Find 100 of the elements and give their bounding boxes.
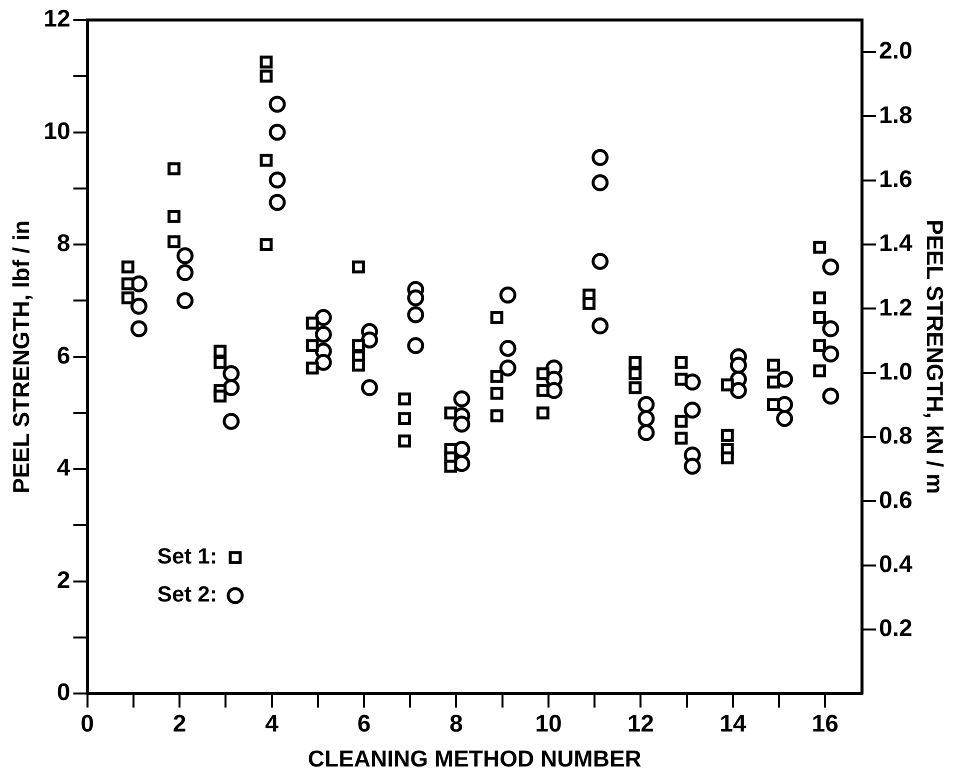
legend-label: Set 1: <box>157 544 218 569</box>
point <box>352 358 365 372</box>
point <box>730 382 747 399</box>
point <box>453 390 470 408</box>
point <box>684 458 701 475</box>
point <box>592 149 609 166</box>
y-tick-label: 4 <box>56 454 71 482</box>
point <box>444 406 458 420</box>
y2-tick-label: 0.4 <box>879 550 914 578</box>
point <box>222 365 240 382</box>
point <box>720 451 734 464</box>
point <box>121 260 134 274</box>
point <box>214 390 227 403</box>
point <box>176 247 194 264</box>
point <box>822 258 840 276</box>
point <box>306 362 319 374</box>
point <box>268 124 286 141</box>
x-axis-title: CLEANING METHOD NUMBER <box>308 746 642 772</box>
y2-tick-label: 0.8 <box>879 422 912 450</box>
point <box>536 367 550 380</box>
point <box>813 311 826 324</box>
point <box>822 320 840 338</box>
y2-axis-title: PEEL STRENGTH, kN / m <box>922 220 948 494</box>
point <box>260 238 273 251</box>
point <box>638 410 655 428</box>
y-tick-label: 2 <box>56 566 70 594</box>
x-tick-label: 10 <box>535 710 562 738</box>
point <box>628 367 642 380</box>
y2-tick-label: 0.2 <box>879 615 912 642</box>
point <box>407 289 424 306</box>
point <box>268 171 286 188</box>
y2-tick-label: 2.0 <box>879 38 912 65</box>
point <box>121 291 134 304</box>
point <box>628 381 642 394</box>
point <box>314 326 332 343</box>
y-tick-label: 6 <box>56 342 70 370</box>
y-tick-label: 8 <box>56 230 70 258</box>
x-tick-label: 16 <box>812 710 838 738</box>
point <box>674 432 688 445</box>
point <box>720 428 734 442</box>
y2-tick-label: 1.6 <box>879 166 912 194</box>
point <box>536 384 550 397</box>
point <box>214 344 227 358</box>
point <box>268 194 286 211</box>
y2-tick-label: 1.2 <box>879 294 912 322</box>
point <box>352 260 365 274</box>
point <box>361 331 378 348</box>
point <box>813 240 826 254</box>
y2-tick-label: 0.6 <box>879 486 912 514</box>
point <box>767 358 780 372</box>
point <box>168 210 180 223</box>
point <box>398 434 412 448</box>
point <box>306 316 319 330</box>
y-tick-label: 12 <box>44 6 70 33</box>
point <box>628 356 642 369</box>
point <box>536 406 550 420</box>
point <box>822 345 840 362</box>
legend-label: Set 2: <box>157 582 218 607</box>
point <box>490 386 504 400</box>
point <box>130 298 148 315</box>
y-axis-title: PEEL STRENGTH, lbf / in <box>8 220 34 494</box>
point <box>398 412 412 425</box>
point <box>260 154 273 167</box>
point <box>361 379 378 396</box>
point <box>674 372 688 386</box>
point <box>499 360 516 377</box>
point <box>352 339 365 352</box>
point <box>684 402 701 419</box>
point <box>260 70 273 83</box>
point <box>407 306 424 324</box>
point <box>306 339 319 352</box>
y-tick-label: 0 <box>56 679 70 706</box>
point <box>822 388 840 405</box>
y2-tick-label: 1.8 <box>879 102 912 129</box>
point <box>314 354 332 371</box>
y2-tick-label: 1.0 <box>879 358 912 386</box>
x-tick-label: 4 <box>265 710 280 738</box>
point <box>121 277 134 290</box>
point <box>222 412 240 430</box>
point <box>499 340 516 357</box>
point <box>684 374 701 391</box>
point <box>490 311 504 324</box>
point <box>813 339 826 352</box>
y-tick-label: 10 <box>44 118 70 145</box>
point <box>592 252 609 270</box>
point <box>453 416 470 433</box>
point <box>176 264 194 282</box>
x-tick-label: 6 <box>357 710 371 738</box>
point <box>720 378 734 392</box>
point <box>176 292 194 310</box>
point <box>674 414 688 428</box>
x-tick-label: 2 <box>172 710 186 738</box>
point <box>214 356 227 369</box>
point <box>592 317 609 334</box>
x-tick-label: 0 <box>80 710 94 738</box>
x-tick-label: 12 <box>627 710 654 738</box>
point <box>168 162 180 176</box>
point <box>499 286 516 304</box>
point <box>674 356 688 369</box>
point <box>398 392 412 406</box>
